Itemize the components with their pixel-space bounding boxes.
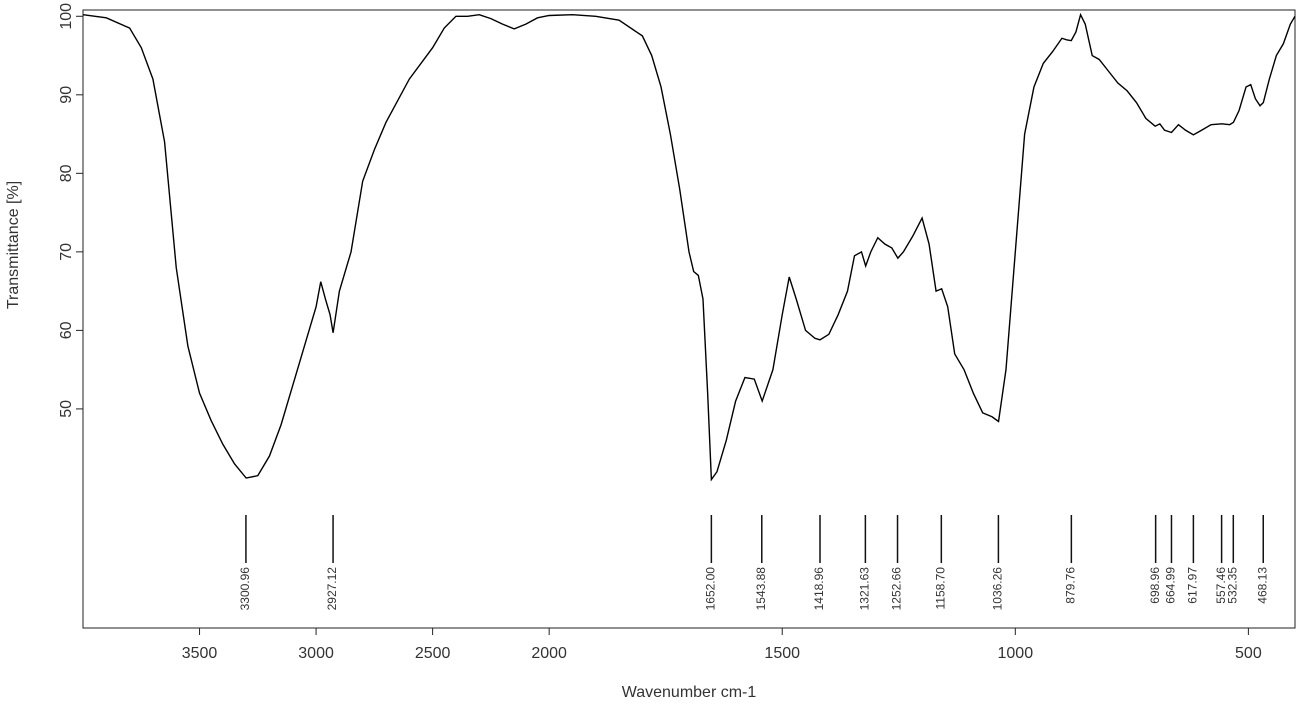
x-tick-label: 3000 (298, 645, 334, 662)
peak-label: 1652.00 (704, 567, 718, 611)
peak-label: 1418.96 (812, 567, 826, 611)
y-tick-label: 70 (58, 243, 75, 261)
y-axis-label: Transmittance [%] (5, 181, 22, 309)
peak-label: 698.96 (1148, 567, 1162, 604)
peak-label: 617.97 (1186, 567, 1200, 604)
peak-label: 1321.63 (858, 567, 872, 611)
x-axis-label: Wavenumber cm-1 (622, 684, 757, 701)
peak-label: 3300.96 (238, 567, 252, 611)
peak-label: 532.35 (1225, 567, 1239, 604)
y-tick-label: 100 (58, 3, 75, 30)
peak-label: 1543.88 (754, 567, 768, 611)
peak-label: 879.76 (1064, 567, 1078, 604)
y-tick-label: 50 (58, 400, 75, 418)
plot-frame (82, 9, 1296, 629)
x-tick-label: 2000 (531, 645, 567, 662)
y-tick-label: 90 (58, 86, 75, 104)
peak-label: 1036.26 (991, 567, 1005, 611)
peak-label: 468.13 (1255, 567, 1269, 604)
peak-label: 664.99 (1164, 567, 1178, 604)
peak-label: 2927.12 (325, 567, 339, 611)
peak-label: 1252.66 (890, 567, 904, 611)
x-tick-label: 1000 (998, 645, 1034, 662)
y-tick-label: 60 (58, 321, 75, 339)
x-tick-label: 2500 (415, 645, 451, 662)
x-tick-label: 500 (1235, 645, 1262, 662)
peak-label: 557.46 (1214, 567, 1228, 604)
x-tick-label: 3500 (182, 645, 218, 662)
peak-label: 1158.70 (934, 567, 948, 610)
x-tick-label: 1500 (764, 645, 800, 662)
y-tick-label: 80 (58, 164, 75, 182)
spectrum-line (82, 12, 1296, 482)
